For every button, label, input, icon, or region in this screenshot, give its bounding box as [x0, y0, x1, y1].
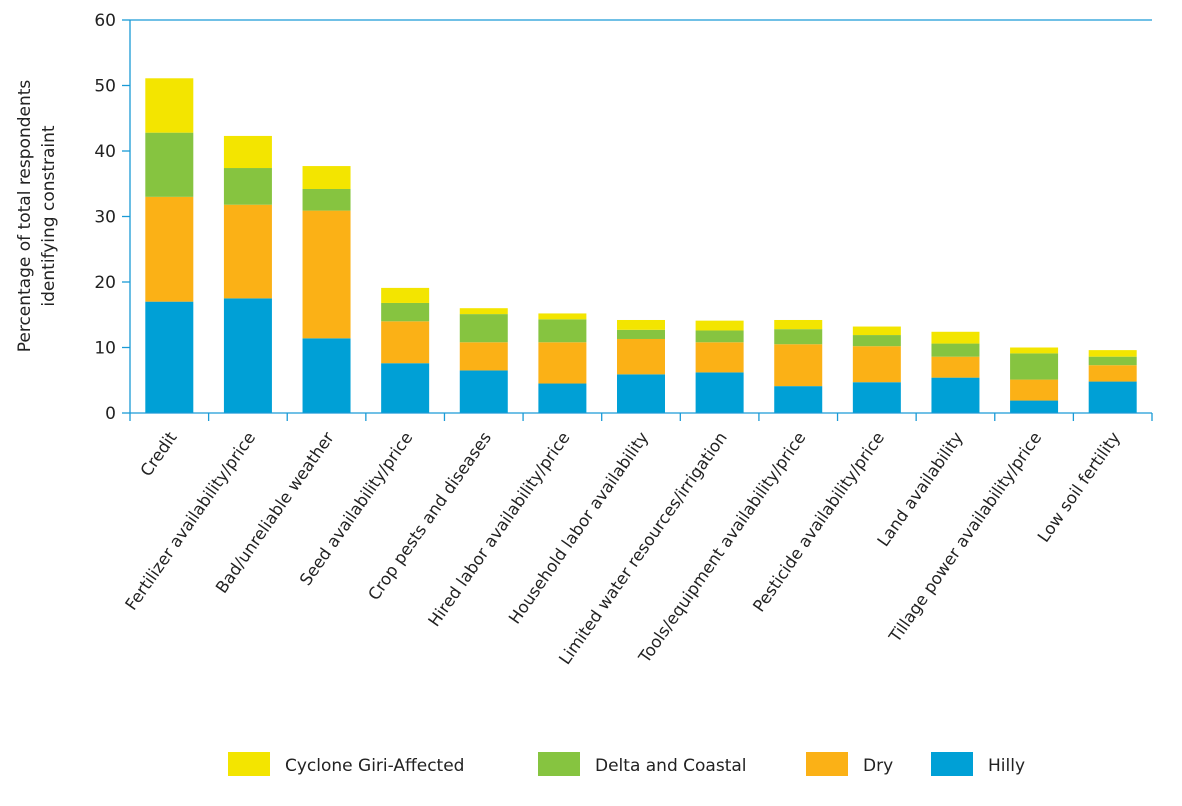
category-label: Pesticide availability/price — [749, 428, 888, 615]
category-label: Tools/equipment availability/price — [634, 428, 809, 667]
legend-swatch — [538, 752, 580, 776]
bar-segment — [695, 330, 744, 343]
y-axis-label-line-1: Percentage of total respondents — [15, 80, 35, 353]
bar-segment — [459, 342, 508, 371]
bar-segment — [1010, 400, 1059, 413]
bar-segment — [617, 329, 665, 339]
bar-segment — [695, 372, 744, 413]
bar-segment — [1010, 347, 1059, 354]
legend: Cyclone Giri-Affected Delta and Coastal Dr… — [228, 752, 1025, 776]
bar-segment — [852, 326, 901, 336]
bar-segment — [145, 132, 194, 197]
legend-label: Hilly — [988, 756, 1025, 776]
bar-segment — [223, 204, 272, 299]
bar-segment — [223, 168, 272, 205]
y-tick-label: 60 — [94, 11, 116, 31]
bar-segment — [538, 383, 587, 413]
bar-segment — [538, 319, 587, 343]
bar-segment — [774, 344, 823, 387]
legend-item: Hilly — [931, 752, 1025, 776]
axes — [129, 19, 1153, 421]
bar-segment — [695, 320, 744, 331]
bar-segment — [145, 301, 194, 413]
bar-segment — [931, 356, 980, 378]
legend-label: Dry — [863, 756, 893, 776]
bar-segment — [381, 363, 430, 413]
bar-segment — [459, 370, 508, 413]
bar-segment — [695, 342, 744, 373]
legend-item: Cyclone Giri-Affected — [228, 752, 464, 776]
category-label: Tillage power availability/price — [885, 428, 1046, 646]
bar-segment — [538, 313, 587, 320]
bar-segment — [302, 166, 351, 189]
bar-segment — [459, 314, 508, 343]
legend-label: Cyclone Giri-Affected — [285, 756, 464, 776]
bar-segment — [459, 308, 508, 315]
bar-segment — [538, 342, 587, 384]
category-label: Credit — [137, 428, 181, 480]
y-axis-label-line-2: identifying constraint — [39, 125, 59, 307]
legend-swatch — [228, 752, 270, 776]
y-tick-label: 20 — [94, 273, 116, 293]
bar-segment — [931, 377, 980, 413]
bar-segment — [617, 338, 665, 375]
bar-segment — [302, 210, 351, 339]
bar-segment — [302, 338, 351, 413]
bar-segment — [223, 135, 272, 169]
y-tick-label: 10 — [94, 339, 116, 359]
legend-item: Delta and Coastal — [538, 752, 747, 776]
bar-segment — [617, 319, 665, 330]
bar-segment — [1010, 353, 1059, 380]
bar-segment — [145, 196, 194, 302]
bar-segment — [381, 302, 430, 322]
y-axis-label: Percentage of total respondents identify… — [15, 80, 59, 353]
bar-segment — [852, 346, 901, 383]
y-tick-label: 50 — [94, 77, 116, 97]
bar-segment — [302, 188, 351, 211]
y-axis-ticks: 0 10 20 30 40 50 60 — [94, 11, 130, 424]
bars — [145, 78, 1137, 413]
bar-segment — [931, 331, 980, 344]
category-label: Land availability — [874, 428, 967, 550]
bar-segment — [852, 382, 901, 413]
bar-segment — [381, 321, 430, 364]
bar-segment — [145, 78, 194, 133]
bar-segment — [852, 335, 901, 347]
legend-item: Dry — [806, 752, 893, 776]
bar-segment — [931, 343, 980, 357]
legend-swatch — [806, 752, 848, 776]
bar-segment — [1088, 365, 1137, 382]
bar-segment — [1088, 381, 1137, 413]
bar-segment — [617, 374, 665, 413]
bar-segment — [774, 329, 823, 345]
category-label: Household labor availability — [505, 428, 652, 627]
y-tick-label: 30 — [94, 208, 116, 228]
y-tick-label: 40 — [94, 142, 116, 162]
bar-segment — [774, 319, 823, 330]
bar-segment — [1010, 379, 1059, 401]
category-label: Limited water resources/irrigation — [555, 428, 731, 668]
bar-segment — [223, 298, 272, 413]
category-label: Fertilizer availability/price — [121, 428, 259, 613]
bar-segment — [1088, 356, 1137, 366]
legend-label: Delta and Coastal — [595, 756, 747, 776]
y-tick-label: 0 — [105, 404, 116, 424]
bar-segment — [381, 287, 430, 303]
bar-segment — [774, 386, 823, 413]
bar-segment — [1088, 350, 1137, 357]
legend-swatch — [931, 752, 973, 776]
category-label: Hired labor availability/price — [424, 428, 573, 630]
category-label: Low soil fertility — [1034, 428, 1124, 546]
